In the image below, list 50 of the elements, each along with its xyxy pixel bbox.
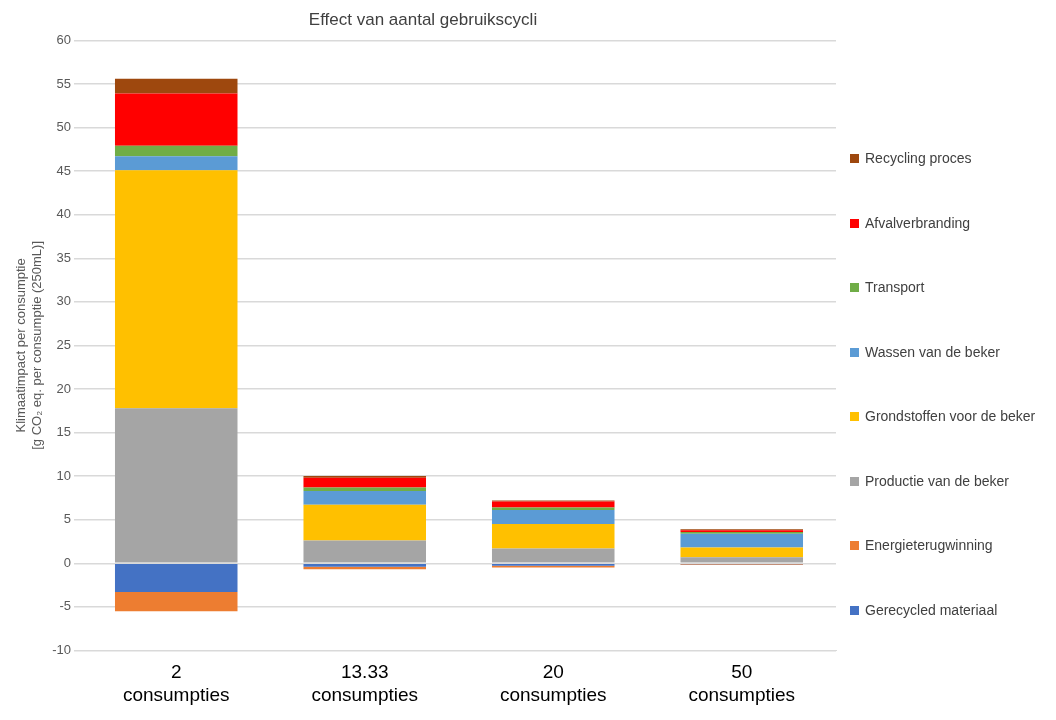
x-tick-label: 20 consumpties [499,661,607,705]
legend-label: Productie van de beker [865,472,1009,489]
y-tick-label: 45 [56,162,71,178]
y-tick-label: 60 [56,31,71,47]
bar [114,564,238,593]
bar [680,557,804,563]
bar [114,592,238,612]
bar [114,170,238,409]
y-axis-title: Klimaatimpact per consumptie [g CO₂ eq. per consumptie (250mL)] [13,240,44,450]
bar [491,507,615,511]
legend-label: Wassen van de beker [865,343,1000,360]
bar [680,547,804,558]
bar [491,548,615,563]
bar [491,524,615,549]
y-tick-label: 35 [56,249,71,265]
chart-title: Effect van aantal gebruikscycli [308,9,538,29]
y-tick-label: 15 [56,424,71,440]
bar [491,501,615,508]
bar [114,156,238,171]
bar [114,93,238,146]
legend-label: Gerecycled materiaal [865,601,998,618]
bar [303,477,427,488]
y-tick-label: 55 [56,75,71,91]
x-tick-label: 2 consumpties [122,661,230,705]
bar [303,490,427,505]
legend-label: Energieterugwinning [865,537,993,553]
legend-label: Grondstoffen voor de beker [865,408,1036,424]
y-tick-label: -10 [52,641,71,657]
legend-label: Recycling proces [865,150,972,166]
y-tick-label: 50 [56,119,71,135]
y-tick-label: 0 [63,554,71,570]
x-tick-label: 50 consumpties [688,661,796,705]
y-tick-label: 40 [56,206,71,222]
y-tick-label: 10 [56,467,71,483]
legend-label: Afvalverbranding [865,214,971,231]
bar [303,487,427,491]
bar [303,540,427,563]
y-tick-label: 30 [56,293,71,309]
bar [114,78,238,94]
legend-label: Transport [865,279,925,295]
bar [114,145,238,157]
y-tick-label: 20 [56,380,71,396]
y-tick-label: -5 [59,598,71,614]
y-tick-label: 25 [56,336,71,352]
bar [491,510,615,525]
y-tick-label: 5 [63,511,71,527]
bar [303,504,427,541]
bar [114,408,238,563]
x-tick-label: 13.33 consumpties [311,661,419,705]
bar [680,533,804,548]
